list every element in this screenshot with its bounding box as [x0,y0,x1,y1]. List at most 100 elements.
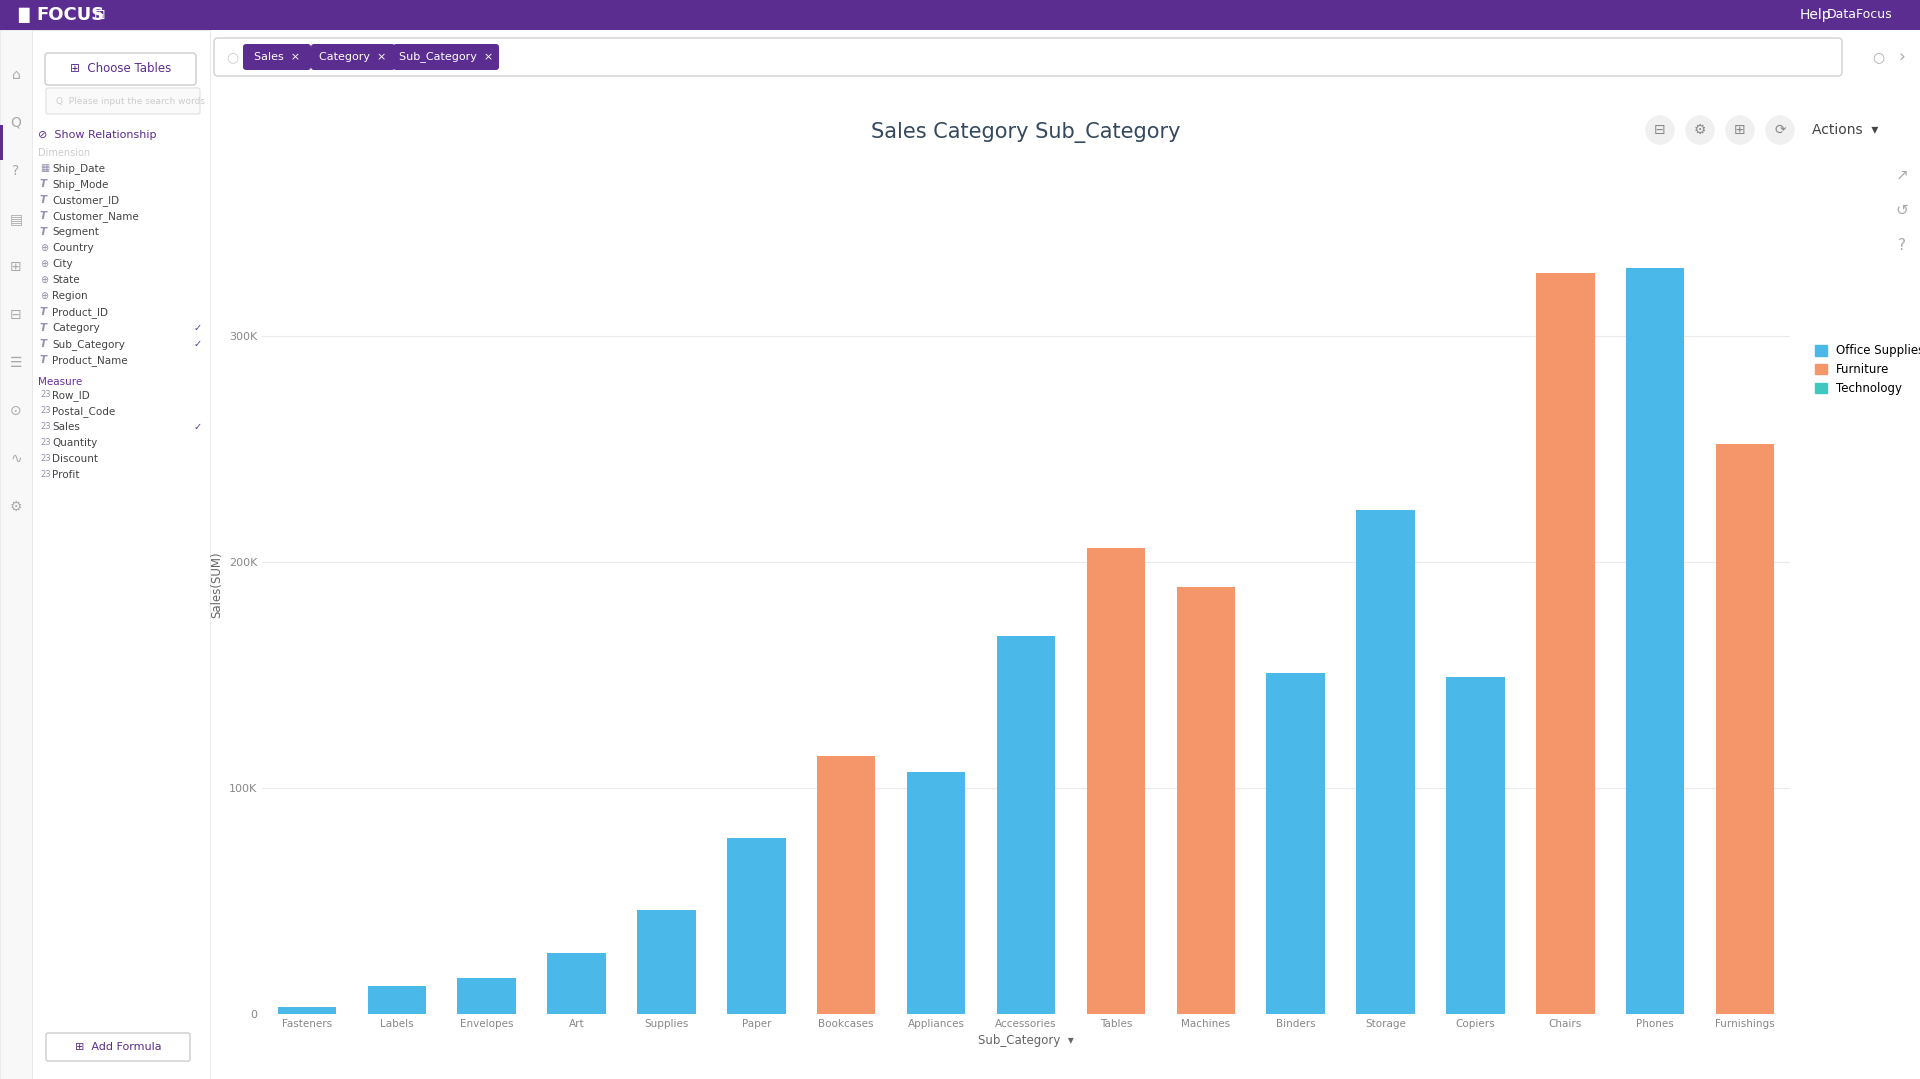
Text: Q: Q [12,117,21,129]
Text: Q  Please input the search words: Q Please input the search words [56,96,205,106]
Text: ›: › [695,490,701,504]
Legend: Office Supplies, Furniture, Technology: Office Supplies, Furniture, Technology [1811,341,1920,399]
Text: Sales: Sales [52,422,81,432]
Text: Discount: Discount [52,454,98,464]
Text: ○: ○ [1872,50,1884,64]
Bar [457,978,516,1014]
FancyBboxPatch shape [46,1033,190,1061]
Text: ✓: ✓ [194,339,202,349]
Text: T: T [40,227,48,237]
FancyBboxPatch shape [726,490,889,667]
Bar [818,756,876,1014]
Text: ⊘  Show Relationship: ⊘ Show Relationship [38,129,157,140]
Text: ⊞: ⊞ [94,8,106,22]
Bar [733,523,876,626]
Text: T: T [40,339,48,349]
Circle shape [1766,117,1793,144]
Text: ›: › [1899,47,1905,66]
Text: Category  ×: Category × [319,52,386,62]
Text: Sub_Category: Sub_Category [52,339,125,350]
Text: DataFocus: DataFocus [1828,9,1893,22]
Text: Category: Category [52,323,100,333]
Bar [33,30,209,1079]
Text: Quantity: Quantity [52,438,98,448]
Bar [0,0,1920,30]
FancyBboxPatch shape [730,632,797,658]
Text: City: City [52,259,73,269]
Text: Help: Help [1801,8,1832,22]
Text: Ship_Mode: Ship_Mode [52,179,108,190]
Text: Product_ID: Product_ID [52,308,108,318]
Title: Sales Category Sub_Category: Sales Category Sub_Category [872,122,1181,144]
Text: 23: 23 [40,390,50,399]
Text: ⊕: ⊕ [40,275,48,285]
Text: T: T [40,211,48,221]
Bar [906,773,966,1014]
Text: ▤: ▤ [10,211,23,226]
FancyBboxPatch shape [213,38,1841,76]
Bar [637,910,695,1014]
Text: T: T [40,195,48,205]
Bar [0,30,33,1079]
Text: Filter: Filter [618,491,649,504]
Bar [0,125,4,160]
Bar [1356,510,1415,1014]
Bar [547,953,607,1014]
Text: ∿: ∿ [10,452,21,466]
Text: Country: Country [52,243,94,252]
Bar [1626,268,1684,1014]
FancyBboxPatch shape [44,53,196,85]
Text: 23: 23 [40,422,50,431]
Circle shape [1686,117,1715,144]
Text: Postal_Code: Postal_Code [52,406,115,416]
Bar [1087,548,1144,1014]
Bar [1446,678,1505,1014]
Bar [1716,445,1774,1014]
FancyBboxPatch shape [46,88,200,114]
Text: Profit: Profit [52,470,79,480]
Text: 23: 23 [40,454,50,463]
Text: ⊕: ⊕ [40,291,48,301]
Text: Actions  ▾: Actions ▾ [1812,123,1878,137]
FancyBboxPatch shape [722,487,887,666]
Text: Sort: Sort [618,527,643,540]
Text: Segment: Segment [52,227,98,237]
Text: Submit: Submit [814,639,858,652]
Bar [1177,587,1235,1014]
Text: ▦: ▦ [40,163,50,173]
Bar [367,986,426,1014]
Text: ▐▌: ▐▌ [12,8,35,23]
Text: FOCUS: FOCUS [36,6,104,24]
Circle shape [1726,117,1755,144]
Text: ↺: ↺ [1895,203,1908,218]
Bar [996,637,1056,1014]
Text: ⊟: ⊟ [10,308,21,322]
Text: 23: 23 [40,470,50,479]
Text: Sales  ×: Sales × [253,52,300,62]
Text: ⌂: ⌂ [12,68,21,82]
Text: ☰: ☰ [10,356,23,370]
Text: ○: ○ [227,50,238,64]
Text: ✓: ✓ [194,422,202,432]
FancyBboxPatch shape [244,44,311,70]
Circle shape [1645,117,1674,144]
Text: ⊞  Add Formula: ⊞ Add Formula [75,1042,161,1052]
Text: Customer_ID: Customer_ID [52,195,119,206]
Text: ›: › [695,508,701,522]
Text: ›: › [695,525,701,540]
Text: T: T [40,323,48,333]
Bar [609,481,708,540]
Bar [1267,672,1325,1014]
Text: ⊟: ⊟ [1655,123,1667,137]
Text: ?: ? [1899,237,1907,252]
Text: Cancel: Cancel [741,639,783,652]
Text: Measure: Measure [38,377,83,387]
Text: T: T [40,308,48,317]
Text: T: T [40,179,48,189]
Text: Ship_Date: Ship_Date [52,163,106,174]
Text: ⊕: ⊕ [40,243,48,252]
Bar [1536,273,1594,1014]
Text: 23: 23 [40,438,50,447]
FancyBboxPatch shape [801,632,872,658]
Bar [278,1007,336,1014]
